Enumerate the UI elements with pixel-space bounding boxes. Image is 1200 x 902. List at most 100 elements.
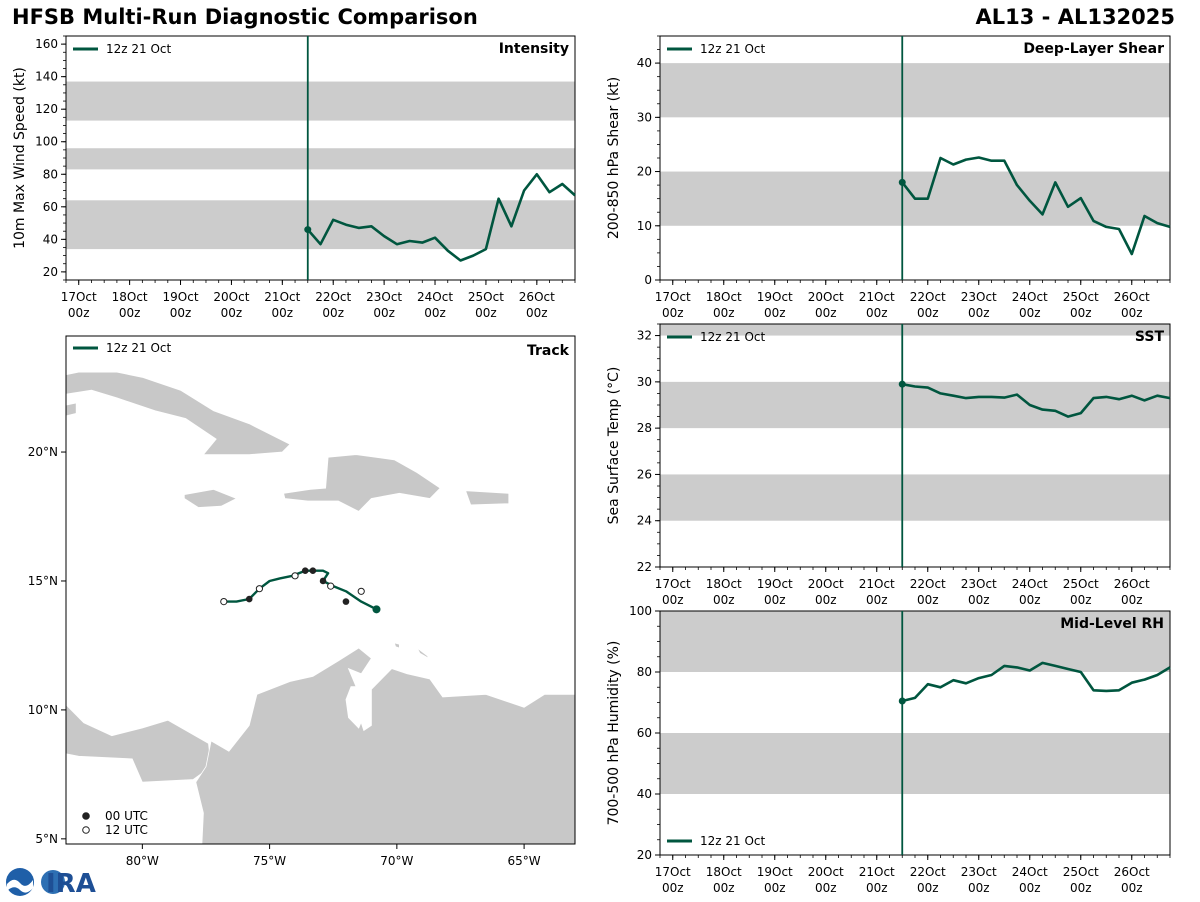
x-tick-label-hour: 00z — [866, 593, 888, 607]
shaded-band — [660, 611, 1170, 672]
x-tick-label-hour: 00z — [968, 593, 990, 607]
legend-marker-12utc — [82, 826, 90, 834]
x-tick-label-day: 17Oct — [655, 865, 691, 879]
x-tick-label-day: 17Oct — [655, 290, 691, 304]
lon-tick-label: 75°W — [253, 854, 286, 868]
x-tick-label-hour: 00z — [917, 306, 939, 320]
x-tick-label-day: 23Oct — [961, 290, 997, 304]
lon-tick-label: 80°W — [126, 854, 159, 868]
x-tick-label-hour: 00z — [1121, 306, 1143, 320]
x-tick-label-hour: 00z — [526, 306, 548, 320]
x-tick-label-hour: 00z — [1019, 881, 1041, 895]
x-tick-label-hour: 00z — [713, 593, 735, 607]
cuba-land — [66, 371, 291, 456]
legend-marker-00utc — [82, 812, 90, 820]
x-tick-label-day: 21Oct — [859, 865, 895, 879]
x-tick-label-day: 25Oct — [468, 290, 504, 304]
lat-tick-label: 10°N — [28, 703, 58, 717]
aruba-land — [393, 642, 400, 649]
y-tick-label: 20 — [637, 848, 652, 862]
jamaica-land — [183, 488, 238, 508]
y-tick-label: 120 — [35, 102, 58, 116]
x-tick-label-day: 17Oct — [61, 290, 97, 304]
track-point-12utc — [357, 587, 365, 595]
shaded-band — [660, 474, 1170, 521]
track-point-00utc — [342, 598, 350, 605]
x-tick-label-hour: 00z — [221, 306, 243, 320]
y-axis-label: 10m Max Wind Speed (kt) — [12, 67, 28, 249]
track-point-12utc — [255, 585, 264, 593]
track-line — [223, 569, 378, 611]
x-tick-label-hour: 00z — [1019, 593, 1041, 607]
x-tick-label-day: 25Oct — [1063, 865, 1099, 879]
x-tick-label-hour: 00z — [662, 593, 684, 607]
legend-label: 12z 21 Oct — [700, 330, 766, 344]
x-tick-label-hour: 00z — [68, 306, 90, 320]
panel-sst: 22 24 26 28 30 32 17Oct 00z 18Oct 00z 19Oct 00z 20Oc… — [606, 323, 1171, 607]
x-tick-label-day: 19Oct — [757, 290, 793, 304]
track-point-00utc — [309, 567, 317, 574]
x-tick-label-hour: 00z — [815, 593, 837, 607]
x-tick-label-hour: 00z — [322, 306, 344, 320]
y-tick-label: 28 — [637, 421, 652, 435]
panel-shear: 0 10 20 30 40 17Oct 00z 18Oct 00z 19Oct 00z 20Oct 00… — [606, 35, 1171, 320]
x-tick-label-hour: 00z — [815, 306, 837, 320]
series-line — [902, 382, 1171, 418]
x-tick-label-day: 18Oct — [706, 290, 742, 304]
map-frame — [65, 335, 576, 845]
x-tick-label-day: 26Oct — [519, 290, 555, 304]
panel-rh: 20 40 60 80 100 17Oct 00z 18Oct 00z 19Oct 00z 20Oct… — [606, 604, 1171, 895]
y-tick-label: 20 — [43, 265, 58, 279]
lat-tick-label: 5°N — [35, 832, 58, 846]
x-tick-label-day: 25Oct — [1063, 577, 1099, 591]
panel-title: Track — [527, 343, 570, 359]
x-tick-label-day: 18Oct — [112, 290, 148, 304]
x-tick-label-day: 24Oct — [1012, 290, 1048, 304]
y-tick-label: 30 — [637, 110, 652, 124]
x-tick-label-day: 21Oct — [264, 290, 300, 304]
legend-label: 12z 21 Oct — [106, 42, 172, 56]
marker-legend-label: 12 UTC — [105, 823, 148, 837]
x-tick-label-day: 17Oct — [655, 577, 691, 591]
x-tick-label-hour: 00z — [662, 306, 684, 320]
x-tick-label-day: 23Oct — [961, 577, 997, 591]
x-tick-label-hour: 00z — [968, 306, 990, 320]
shaded-band — [660, 381, 1170, 429]
x-tick-label-hour: 00z — [917, 593, 939, 607]
legend-label: 12z 21 Oct — [700, 834, 766, 848]
x-tick-label-day: 23Oct — [366, 290, 402, 304]
series-start-marker — [898, 178, 906, 186]
figure-title: HFSB Multi-Run Diagnostic Comparison — [12, 5, 478, 29]
x-tick-label-day: 22Oct — [910, 865, 946, 879]
x-tick-label-hour: 00z — [170, 306, 192, 320]
x-tick-label-day: 20Oct — [808, 577, 844, 591]
x-tick-label-day: 26Oct — [1114, 865, 1150, 879]
marker-legend-label: 00 UTC — [105, 809, 148, 823]
x-tick-label-hour: 00z — [1121, 881, 1143, 895]
series-start-marker — [898, 380, 906, 388]
svg-text:IRA: IRA — [46, 869, 96, 898]
track-point-12utc — [220, 598, 228, 606]
y-tick-label: 40 — [43, 232, 58, 246]
series-line — [901, 156, 1171, 256]
land-masses — [66, 371, 575, 844]
y-axis-label: Sea Surface Temp (°C) — [606, 367, 622, 525]
x-tick-label-hour: 00z — [764, 593, 786, 607]
shaded-band — [66, 81, 575, 121]
series-start-marker — [898, 697, 906, 705]
x-tick-label-hour: 00z — [713, 881, 735, 895]
x-tick-label-hour: 00z — [713, 306, 735, 320]
x-tick-label-day: 20Oct — [808, 290, 844, 304]
track-point-00utc — [301, 567, 309, 574]
y-tick-label: 0 — [644, 273, 652, 287]
x-tick-label-hour: 00z — [272, 306, 294, 320]
shaded-band — [66, 148, 575, 170]
x-tick-label-hour: 00z — [917, 881, 939, 895]
curacao-land — [416, 647, 430, 660]
y-tick-label: 60 — [637, 726, 652, 740]
x-tick-label-hour: 00z — [1070, 881, 1092, 895]
x-tick-label-day: 25Oct — [1063, 290, 1099, 304]
cira-logo: IRA — [4, 866, 114, 899]
y-tick-label: 160 — [35, 37, 58, 51]
lat-tick-label: 15°N — [28, 574, 58, 588]
